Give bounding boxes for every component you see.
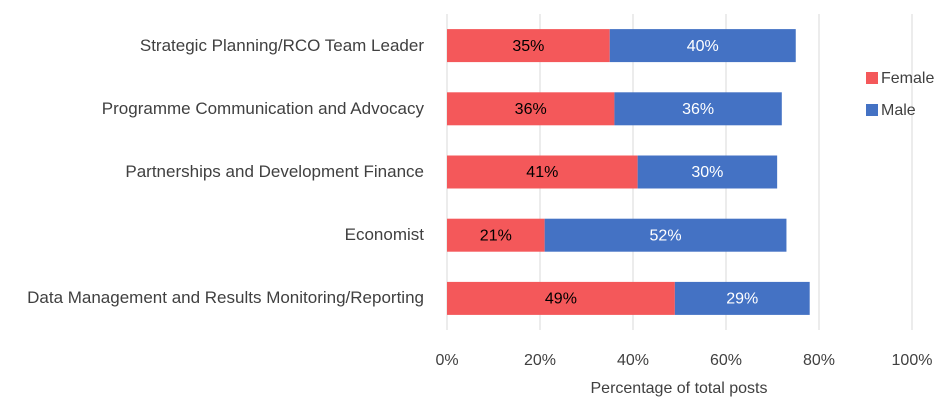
bar-segment: [614, 92, 782, 126]
data-label: 36%: [515, 101, 547, 118]
legend-label: Female: [881, 70, 934, 87]
category-label: Data Management and Results Monitoring/R…: [27, 288, 424, 308]
x-tick-label: 20%: [524, 352, 556, 369]
x-axis-title: Percentage of total posts: [591, 380, 768, 397]
data-label: 21%: [480, 227, 512, 244]
bar-segment: [674, 281, 810, 315]
x-tick-label: 0%: [435, 352, 458, 369]
x-tick-label: 40%: [617, 352, 649, 369]
bar-segment: [447, 218, 545, 252]
data-label: 41%: [526, 164, 558, 181]
data-label: 49%: [545, 291, 577, 308]
legend-label: Male: [881, 102, 916, 119]
data-label: 36%: [682, 101, 714, 118]
bar-segment: [447, 92, 615, 126]
bar-segment: [447, 29, 610, 63]
bar-segment: [544, 218, 787, 252]
data-label: 35%: [512, 38, 544, 55]
legend-swatch: [866, 72, 878, 84]
x-tick-label: 60%: [710, 352, 742, 369]
data-label: 30%: [691, 164, 723, 181]
legend-swatch: [866, 104, 878, 116]
x-tick-label: 100%: [892, 352, 933, 369]
category-label: Partnerships and Development Finance: [125, 162, 424, 181]
category-label: Economist: [344, 225, 424, 245]
data-label: 52%: [650, 227, 682, 244]
data-label: 40%: [687, 38, 719, 55]
bar-segment: [637, 155, 778, 189]
bar-segment: [609, 29, 796, 63]
category-label: Strategic Planning/RCO Team Leader: [139, 35, 424, 55]
bar-segment: [447, 281, 675, 315]
category-label: Programme Communication and Advocacy: [101, 98, 424, 118]
x-tick-label: 80%: [803, 352, 835, 369]
data-label: 29%: [726, 291, 758, 308]
bar-segment: [447, 155, 638, 189]
